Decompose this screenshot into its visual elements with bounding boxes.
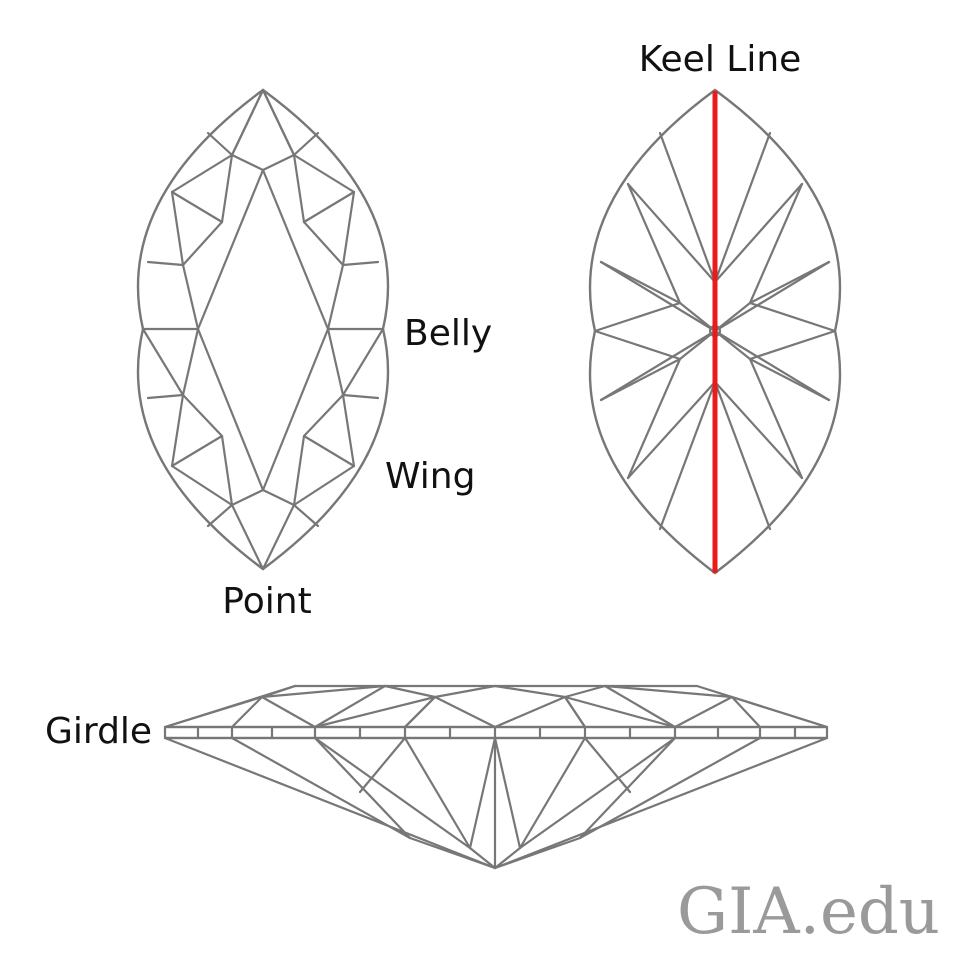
- marquise-side-view: [163, 684, 829, 870]
- girdle-label: Girdle: [45, 711, 152, 752]
- crown-facets: [141, 88, 385, 571]
- girdle-segments: [196, 725, 797, 740]
- side-pavilion-facets: [230, 736, 762, 870]
- wing-label: Wing: [385, 456, 475, 497]
- table-facet: [196, 168, 330, 492]
- point-label: Point: [222, 581, 311, 622]
- side-crown: [163, 684, 829, 729]
- marquise-crown-view: [136, 88, 390, 571]
- marquise-pavilion-view: [588, 88, 842, 575]
- keel-line-label: Keel Line: [639, 39, 802, 80]
- side-crown-facets: [163, 684, 829, 729]
- gia-watermark: GIA.edu: [677, 875, 940, 949]
- belly-label: Belly: [404, 313, 492, 354]
